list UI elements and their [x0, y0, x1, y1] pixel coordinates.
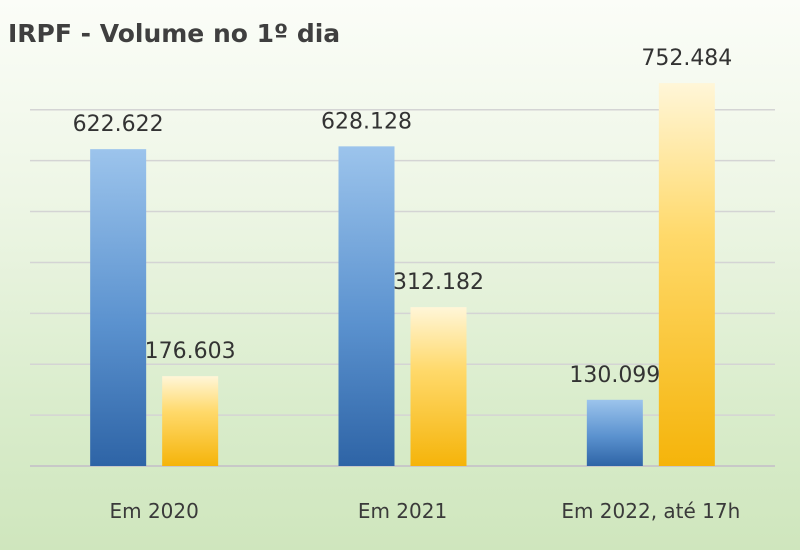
data-label-series-2-1: 176.603	[145, 339, 236, 364]
bar-series-2-3	[658, 83, 715, 467]
bar-series-2-2	[410, 307, 467, 466]
x-axis-tick-labels: Em 2020 Em 2021 Em 2022, até 17h	[109, 499, 740, 523]
bars	[90, 83, 715, 467]
bar-series-1-1	[90, 149, 147, 466]
data-label-series-1-1: 622.622	[73, 112, 164, 137]
data-label-series-2-3: 752.484	[641, 46, 732, 71]
x-tick-label-2: Em 2021	[358, 499, 447, 523]
data-labels: 622.622 176.603 628.128 312.182 130.099 752.4…	[73, 46, 733, 388]
bar-series-2-1	[162, 376, 219, 466]
x-tick-label-1: Em 2020	[109, 499, 198, 523]
data-label-series-2-2: 312.182	[393, 270, 484, 295]
gridlines	[30, 109, 775, 467]
bar-series-1-2	[338, 146, 395, 466]
data-label-series-1-2: 628.128	[321, 109, 412, 134]
chart-title: IRPF - Volume no 1º dia	[8, 19, 340, 48]
x-tick-label-3: Em 2022, até 17h	[561, 499, 740, 523]
data-label-series-1-3: 130.099	[569, 363, 660, 388]
bar-series-1-3	[586, 399, 643, 466]
